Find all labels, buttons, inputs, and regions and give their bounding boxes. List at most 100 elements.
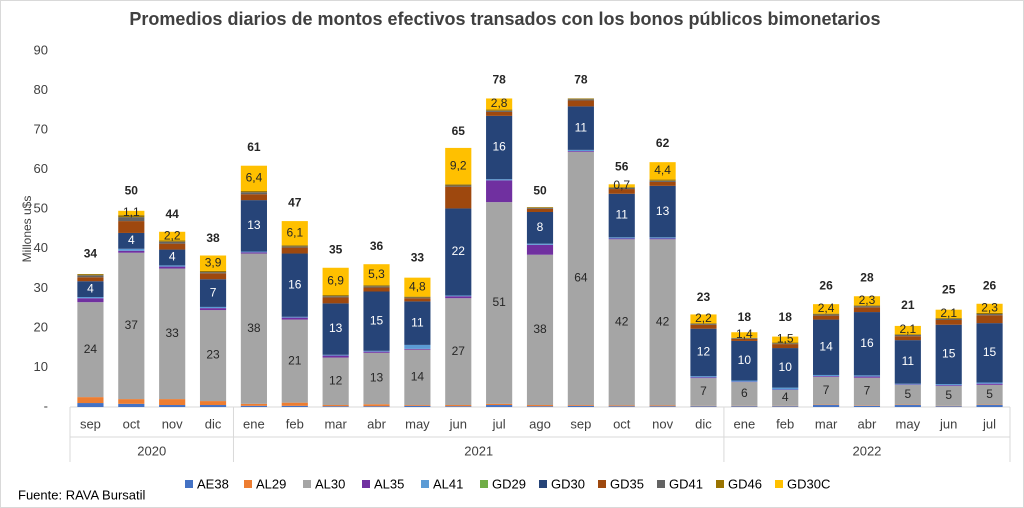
data-label: 1,4 (736, 327, 753, 341)
y-tick-label: 40 (34, 240, 48, 255)
data-label: 4 (128, 233, 135, 247)
bar-segment (445, 186, 472, 209)
source-note: Fuente: RAVA Bursatil (18, 487, 146, 502)
bar-segment (445, 208, 472, 296)
bar-segment (567, 151, 594, 406)
bar-segment (486, 109, 513, 111)
x-tick-label: nov (652, 416, 673, 431)
bar-segment (690, 314, 717, 324)
bar-segment (608, 184, 635, 188)
bar-segment (199, 255, 227, 271)
bar-segment (772, 336, 799, 343)
bar-segment (731, 382, 758, 406)
bar-segment (281, 253, 308, 317)
bar-segment (935, 319, 962, 325)
bar-segment (976, 405, 1003, 407)
bar-segment (322, 297, 349, 304)
bar-segment (118, 232, 145, 249)
data-label: 2,3 (859, 293, 876, 307)
bar-segment (772, 389, 799, 406)
bar-segment (281, 405, 308, 407)
data-label: 1,5 (777, 332, 794, 346)
bar-segment (118, 210, 145, 216)
bar-segment (363, 350, 390, 352)
legend-label: AE38 (197, 476, 229, 491)
bar-segment (567, 106, 594, 150)
x-tick-label: ago (529, 416, 551, 431)
total-label: 18 (779, 310, 793, 324)
bar-segment (77, 302, 104, 398)
bar-segment (486, 180, 513, 203)
data-label: 14 (819, 339, 833, 353)
bar-segment (159, 268, 186, 400)
bar-segment (690, 376, 717, 378)
chart-title: Promedios diarios de montos efectivos tr… (129, 9, 880, 29)
bar-segment (240, 253, 267, 404)
data-label: 11 (575, 120, 588, 134)
bar-segment (363, 285, 390, 287)
bar-segment (77, 297, 104, 299)
bar-segment (813, 304, 840, 314)
bar-segment (159, 265, 186, 267)
data-label: 42 (615, 315, 629, 329)
y-tick-label: 60 (34, 161, 48, 176)
bar-segment (281, 316, 308, 318)
bar-segment (363, 406, 390, 407)
bar-segment (199, 273, 227, 280)
legend-swatch (539, 480, 547, 488)
bar-segment (486, 403, 513, 406)
bar-segment (281, 247, 308, 254)
data-label: 22 (452, 244, 466, 258)
total-label: 28 (860, 270, 874, 284)
data-label: 5,3 (368, 267, 385, 281)
bar-segment (322, 296, 349, 298)
bar-segment (608, 406, 635, 407)
x-tick-label: ene (243, 416, 265, 431)
bar-segment (240, 252, 267, 254)
bar-segment (731, 380, 758, 382)
bar-segment (159, 405, 186, 407)
legend-swatch (598, 480, 606, 488)
data-label: 10 (738, 353, 752, 367)
bar-segment (363, 291, 390, 351)
bar-segment (281, 245, 308, 247)
bar-segment (894, 336, 921, 341)
data-label: 2,4 (818, 301, 835, 315)
y-tick-label: 20 (34, 319, 48, 334)
legend-label: GD30C (787, 476, 830, 491)
total-label: 35 (329, 243, 343, 257)
y-tick-label: - (44, 398, 48, 413)
bar-segment (976, 383, 1003, 385)
bar-segment (772, 343, 799, 345)
bar-segment (322, 406, 349, 407)
data-label: 3,9 (205, 255, 222, 269)
x-tick-label: may (405, 416, 430, 431)
bar-segment (526, 244, 554, 255)
bar-segment (567, 151, 594, 152)
x-tick-label: jun (449, 416, 467, 431)
x-tick-label: abr (367, 416, 386, 431)
bar-segment (404, 298, 431, 302)
bar-segment (813, 376, 840, 405)
bar-segment (976, 303, 1003, 313)
bar-segment (118, 215, 145, 218)
bar-segment (118, 248, 145, 251)
bar-segment (608, 405, 635, 407)
bar-segment (894, 325, 921, 335)
bar-segment (813, 319, 840, 375)
x-tick-label: dic (695, 416, 712, 431)
bar-segment (281, 319, 308, 403)
bar-segment (526, 211, 554, 244)
bar-segment (118, 403, 145, 407)
bar-segment (77, 298, 104, 303)
data-label: 12 (329, 373, 343, 387)
bar-segment (322, 405, 349, 407)
total-label: 38 (206, 231, 220, 245)
data-label: 2,2 (695, 311, 712, 325)
bar-segment (853, 376, 881, 378)
data-label: 16 (288, 277, 302, 291)
legend-swatch (775, 480, 783, 488)
legend-swatch (362, 480, 370, 488)
total-label: 21 (901, 298, 915, 312)
bar-segment (486, 115, 513, 180)
